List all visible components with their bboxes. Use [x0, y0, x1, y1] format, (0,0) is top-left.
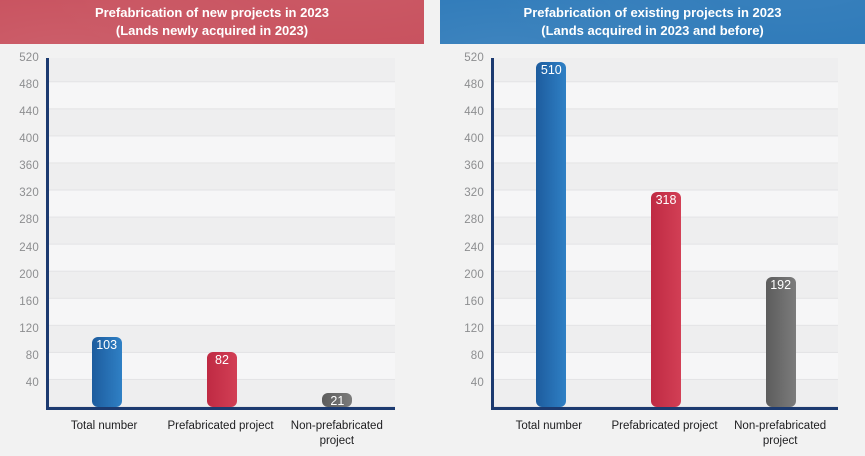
x-category-label: Prefabricated project — [611, 420, 718, 432]
y-tick-label: 480 — [19, 79, 39, 92]
y-tick-label: 360 — [19, 160, 39, 173]
plot-area: 510 318 192 — [491, 58, 838, 410]
bar-value-label: 82 — [215, 352, 229, 367]
y-tick-label: 400 — [464, 133, 484, 146]
y-tick-label: 240 — [464, 241, 484, 254]
y-tick-label: 280 — [464, 214, 484, 227]
bar-chart-existing-projects: 40 80 120 160 200 240 280 320 360 400 440 480 520 51… — [432, 44, 865, 453]
bar-non-prefabricated-project: 21 — [322, 392, 353, 408]
x-category-label: Prefabricated project — [167, 420, 274, 432]
y-tick-label: 40 — [470, 376, 484, 389]
y-tick-label: 240 — [19, 241, 39, 254]
y-tick-label: 120 — [19, 322, 39, 335]
y-tick-label: 200 — [19, 268, 39, 281]
bar-chart-new-projects: 40 80 120 160 200 240 280 320 360 400 440 480 520 10… — [0, 44, 432, 453]
bar-value-label: 21 — [330, 393, 345, 408]
chart-header-existing-projects: Prefabrication of existing projects in 2… — [440, 0, 865, 44]
y-tick-label: 160 — [464, 295, 484, 308]
y-tick-label: 440 — [464, 106, 484, 119]
y-axis: 40 80 120 160 200 240 280 320 360 400 440 480 520 — [445, 52, 491, 410]
bar-value-label: 510 — [540, 62, 562, 77]
plot-area: 103 82 21 — [46, 58, 395, 410]
bar-value-label: 192 — [770, 278, 792, 292]
bar-non-prefabricated-project: 192 — [765, 277, 796, 407]
y-tick-label: 320 — [19, 187, 39, 200]
y-tick-label: 520 — [464, 52, 484, 64]
y-tick-label: 200 — [464, 268, 484, 281]
bar-value-label: 103 — [96, 338, 118, 353]
y-tick-label: 320 — [464, 187, 484, 200]
y-tick-label: 280 — [19, 214, 39, 227]
x-category-label: Total number — [515, 420, 583, 432]
y-tick-label: 360 — [464, 160, 484, 173]
y-axis: 40 80 120 160 200 240 280 320 360 400 440 480 520 — [0, 52, 46, 410]
y-tick-label: 40 — [25, 376, 39, 389]
chart-subtitle: (Lands newly acquired in 2023) — [115, 23, 309, 38]
y-tick-label: 480 — [464, 79, 484, 92]
chart-header-new-projects: Prefabrication of new projects in 2023 (… — [0, 0, 424, 44]
chart-panel-existing-projects: Prefabrication of existing projects in 2… — [432, 0, 865, 456]
y-tick-label: 80 — [470, 349, 484, 362]
plot-wrapper: 510 318 192 Total number Prefabricated proj… — [491, 58, 838, 453]
x-axis-labels: Total number Prefabricated project Non-pre… — [46, 410, 395, 453]
y-tick-label: 160 — [19, 295, 39, 308]
y-tick-label: 400 — [19, 133, 39, 146]
chart-panel-new-projects: Prefabrication of new projects in 2023 (… — [0, 0, 432, 456]
chart-subtitle: (Lands acquired in 2023 and before) — [541, 23, 764, 38]
y-tick-label: 520 — [19, 52, 39, 64]
bar-prefabricated-project: 82 — [207, 351, 237, 407]
bar-value-label: 318 — [655, 192, 677, 207]
x-category-label: Total number — [70, 420, 138, 432]
chart-title: Prefabrication of existing projects in 2… — [523, 4, 782, 20]
x-axis-labels: Total number Prefabricated project Non-pre… — [491, 410, 838, 453]
bar-prefabricated-project: 318 — [651, 191, 681, 407]
y-tick-label: 440 — [19, 106, 39, 119]
y-tick-label: 80 — [25, 349, 39, 362]
y-tick-label: 120 — [464, 322, 484, 335]
bar-total-number: 510 — [536, 61, 567, 407]
x-category-label: Non-prefabricated project — [734, 420, 827, 447]
x-category-label: Non-prefabricated project — [290, 420, 383, 447]
chart-title: Prefabrication of new projects in 2023 — [94, 4, 330, 20]
plot-wrapper: 103 82 21 Total number Prefabricated projec… — [46, 58, 395, 453]
bar-total-number: 103 — [91, 337, 122, 407]
